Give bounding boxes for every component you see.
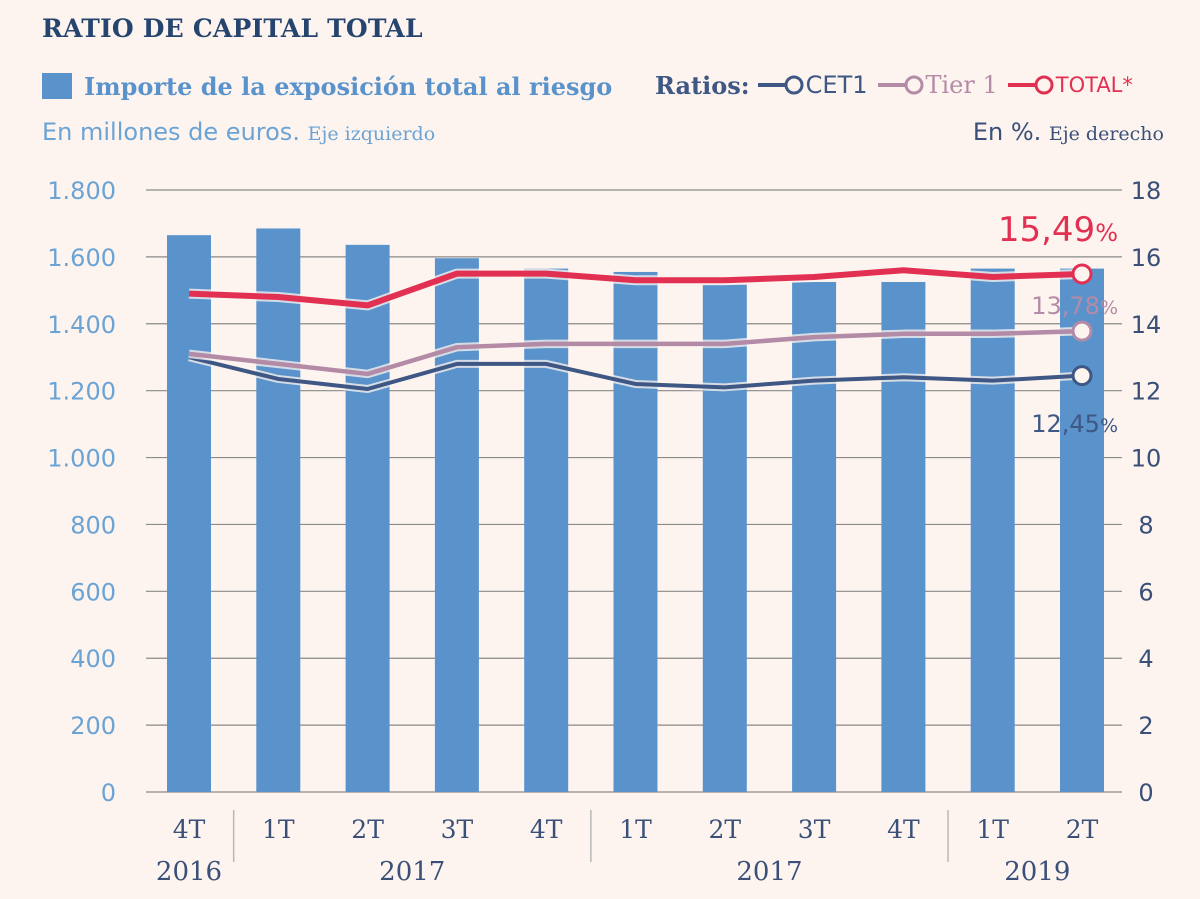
right-tick-label: 4 <box>1138 645 1153 673</box>
left-tick-label: 1.800 <box>47 177 116 205</box>
left-unit-main: En millones de euros. <box>42 118 300 146</box>
left-axis-unit: En millones de euros. Eje izquierdo <box>42 118 435 146</box>
cet1-end-marker <box>1071 365 1093 387</box>
left-unit-small: Eje izquierdo <box>307 123 436 145</box>
bar <box>1060 268 1104 792</box>
bar-legend-label: Importe de la exposición total al riesgo <box>84 71 613 101</box>
x-tick-label: 3T <box>441 815 474 844</box>
legend-total: TOTAL* <box>1007 73 1133 97</box>
x-tick-label: 2T <box>709 815 742 844</box>
total-line <box>188 267 1083 309</box>
year-label: 2016 <box>156 857 222 887</box>
bar <box>345 244 390 793</box>
chart-title: RATIO DE CAPITAL TOTAL <box>42 14 423 43</box>
right-tick-label: 6 <box>1138 578 1153 606</box>
tier1-line-marker-icon <box>877 75 923 95</box>
x-tick-label: 4T <box>173 815 206 844</box>
left-tick-label: 600 <box>70 578 116 606</box>
cet1-line-marker-icon <box>757 75 804 95</box>
left-tick-label: 1.200 <box>47 378 116 406</box>
right-tick-label: 8 <box>1138 511 1153 539</box>
right-tick-label: 16 <box>1131 244 1162 272</box>
x-tick-label: 1T <box>262 815 295 844</box>
legend-tier1: Tier 1 <box>877 71 998 99</box>
legend-cet1: CET1 <box>757 71 868 99</box>
tier1-end-label: 13,78% <box>1031 292 1118 320</box>
x-tick-label: 1T <box>976 815 1009 844</box>
bar <box>613 271 658 792</box>
legend-tier1-label: Tier 1 <box>925 71 998 99</box>
x-tick-label: 2T <box>1066 815 1099 844</box>
legend-total-label: TOTAL* <box>1055 73 1133 97</box>
tier1-end-marker <box>1071 320 1093 342</box>
x-tick-label: 1T <box>619 815 652 844</box>
bar <box>256 228 301 792</box>
left-tick-label: 1.600 <box>47 244 116 272</box>
cet1-line <box>188 355 1083 391</box>
right-unit-main: En %. <box>972 118 1042 146</box>
bar <box>792 281 837 792</box>
bar <box>881 281 926 792</box>
right-tick-label: 0 <box>1138 779 1153 807</box>
total-line-marker-icon <box>1007 75 1054 95</box>
left-tick-label: 200 <box>70 712 116 740</box>
x-tick-label: 2T <box>351 815 384 844</box>
bar <box>970 268 1015 792</box>
bar <box>524 268 569 792</box>
legend-bars: Importe de la exposición total al riesgo <box>42 71 613 101</box>
year-label: 2017 <box>736 857 802 887</box>
left-tick-label: 1.000 <box>47 445 116 473</box>
right-tick-label: 2 <box>1138 712 1153 740</box>
x-tick-label: 4T <box>887 815 920 844</box>
left-tick-label: 400 <box>70 645 116 673</box>
x-tick-label: 3T <box>798 815 831 844</box>
ratios-label: Ratios: <box>655 70 750 100</box>
bar-legend-swatch <box>42 73 72 99</box>
right-tick-label: 18 <box>1131 177 1162 205</box>
cet1-end-label: 12,45% <box>1031 410 1118 438</box>
total-end-marker <box>1071 263 1093 285</box>
legend-cet1-label: CET1 <box>805 71 868 99</box>
x-tick-label: 4T <box>530 815 563 844</box>
legend-ratios: Ratios: CET1 Tier 1 TOTAL* <box>655 70 1143 100</box>
left-tick-label: 0 <box>101 779 116 807</box>
year-label: 2017 <box>379 857 445 887</box>
tier1-line <box>188 328 1083 377</box>
right-tick-label: 14 <box>1131 311 1162 339</box>
right-axis-unit: En %. Eje derecho <box>973 118 1164 146</box>
bar <box>702 284 747 792</box>
right-unit-small: Eje derecho <box>1048 123 1164 145</box>
bar <box>167 235 211 792</box>
right-tick-label: 10 <box>1131 445 1162 473</box>
right-tick-label: 12 <box>1131 378 1162 406</box>
left-tick-label: 1.400 <box>47 311 116 339</box>
bar <box>434 258 479 792</box>
total-end-label: 15,49% <box>998 210 1118 250</box>
left-tick-label: 800 <box>70 511 116 539</box>
year-label: 2019 <box>1004 857 1070 887</box>
